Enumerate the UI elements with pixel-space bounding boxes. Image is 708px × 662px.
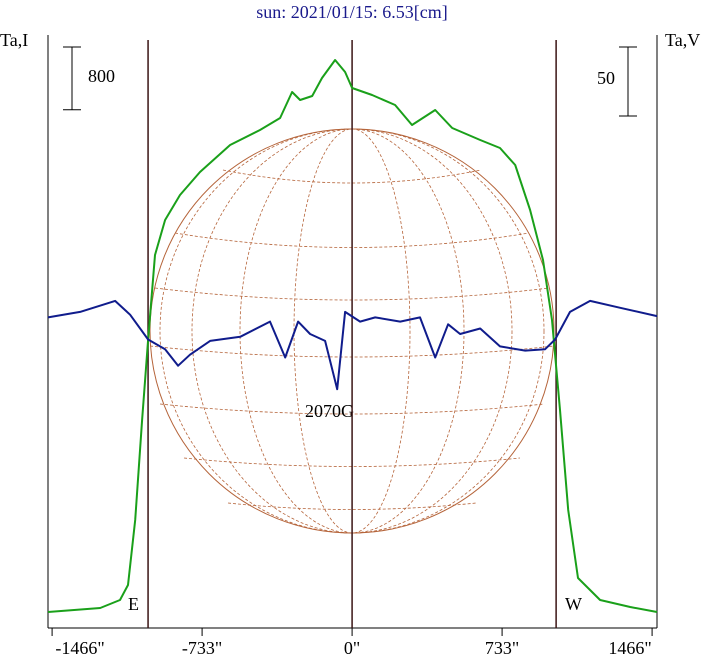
y2-axis-label: Ta,V xyxy=(665,30,700,50)
scale-bar-label: 800 xyxy=(88,66,115,86)
x-tick-label: -1466" xyxy=(55,638,104,658)
meridian xyxy=(159,128,545,534)
chart-title: sun: 2021/01/15: 6.53[cm] xyxy=(256,2,448,22)
annotation: E xyxy=(128,594,139,614)
y-axis-label: Ta,I xyxy=(0,30,28,50)
annotation: W xyxy=(565,594,582,614)
annotation: 2070G xyxy=(305,401,354,421)
data-line xyxy=(47,299,658,391)
scale-bar-label: 50 xyxy=(597,68,615,88)
x-tick-label: 733" xyxy=(485,638,519,658)
x-tick-label: 1466" xyxy=(608,638,651,658)
x-tick-label: -733" xyxy=(182,638,222,658)
x-tick-label: 0" xyxy=(344,638,360,658)
scale-bar xyxy=(619,46,637,117)
data-line xyxy=(47,59,658,613)
scale-bar xyxy=(63,46,81,111)
